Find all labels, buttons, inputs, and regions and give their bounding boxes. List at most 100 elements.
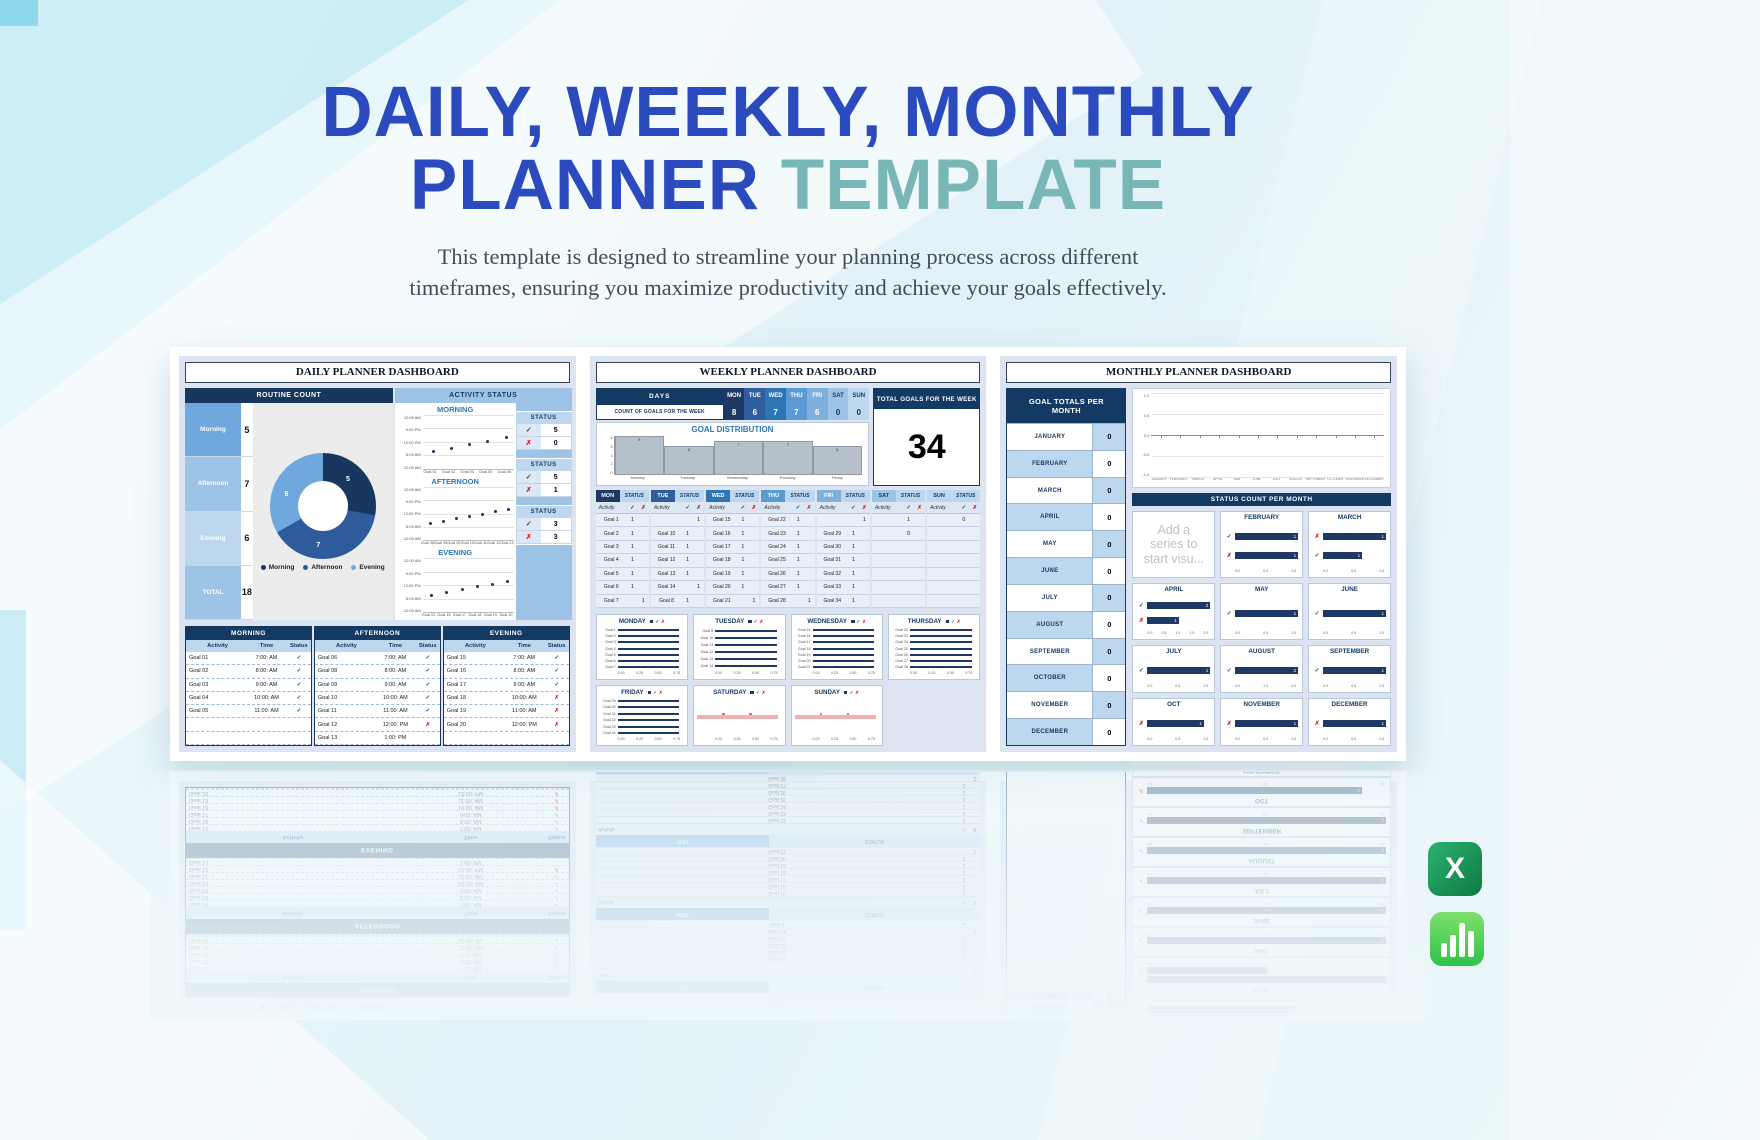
month-chart-title: MAY (1254, 586, 1269, 594)
goal-label: Goal 33 (823, 584, 841, 591)
x-tick: Goal 01 (423, 469, 437, 474)
legend-square-icon (647, 690, 652, 695)
subtitle: This template is designed to streamline … (170, 242, 1406, 303)
status-bar: 1 (1235, 551, 1299, 559)
tick: 0.0 (1147, 684, 1153, 689)
dist-value: 6 (836, 447, 839, 452)
status-label: STATUS (730, 490, 760, 502)
month-label: APRIL (1007, 504, 1093, 531)
legend-square-icon (750, 690, 754, 695)
day-chart-ticks: 0.00 0.25 0.50 0.75 (795, 671, 879, 677)
goal-row: Goal 34 1 (816, 594, 870, 608)
tick: 1.0 (1263, 684, 1269, 689)
status-cross-row: ✗ 3 (515, 531, 572, 544)
month-tick (1161, 435, 1163, 438)
activity-cell: Goal 04 (189, 694, 209, 701)
tick: 0.0 (1235, 737, 1241, 741)
time-cell: 8:00: AM (384, 668, 407, 675)
status-bar: 1 (1323, 609, 1387, 617)
subtitle-line2: timeframes, ensuring you maximize produc… (409, 274, 1167, 300)
month-chart-march: MARCH ✗ 1 ✓ 1 0.0 0.5 1.0 (1308, 511, 1392, 579)
check-icon: ✓ (516, 471, 541, 483)
x-tick: APRIL (1213, 477, 1223, 481)
data-point (445, 590, 449, 594)
tick: 0.5 (1263, 569, 1269, 574)
monthly-panel-title: MONTHLY PLANNER DASHBOARD (1006, 362, 1392, 383)
tick: 0.75 (867, 671, 875, 675)
time-cell: 11:00: AM (512, 708, 537, 715)
status-bar: 1 (1147, 617, 1179, 625)
check-value: 1 (741, 570, 745, 577)
check-icon: ✓ (906, 504, 911, 511)
time-cell: 7:00: AM (513, 655, 536, 662)
time-cell: 10:00: AM (383, 694, 408, 701)
check-count: 5 (553, 473, 558, 481)
cross-icon: ✗ (1314, 534, 1320, 541)
x-tick: Goal 19 (483, 613, 498, 618)
chart-app-icon[interactable] (1430, 912, 1484, 966)
month-tick (1238, 435, 1240, 438)
schedule-row: Goal 03 9:00: AM ✓ (186, 679, 311, 692)
dist-value: 8 (638, 438, 641, 442)
bar-label: Goal 5 (605, 652, 616, 657)
goal-row: Goal 7 1 (595, 594, 649, 608)
status-bar: 1 (1147, 667, 1211, 675)
status-count-header: STATUS COUNT PER MONTH (1132, 493, 1392, 506)
check-value: 1 (630, 557, 634, 564)
bar-value: 1 (1199, 721, 1202, 727)
day-status-column-sun: SUN STATUS Activity ✓ ✗ 0 (927, 490, 981, 608)
day-chart-tuesday: TUESDAY ✓ ✗ Goal 8 Goal 10 Goal 11 Goal 12 Goal… (693, 614, 786, 680)
goal-row: Goal 3 1 (595, 540, 649, 555)
goal-bar (715, 636, 777, 639)
tick: 0.25 (636, 737, 644, 741)
bg-shape (1510, 0, 1760, 1140)
status-cell: ✗ (554, 721, 559, 728)
tick: 1.0 (1175, 631, 1181, 636)
activity-cell: Goal 08 (317, 668, 338, 675)
check-value: 1 (907, 517, 911, 524)
bar-label: Goal 26 (895, 652, 908, 657)
cross-icon: ✗ (1314, 721, 1320, 728)
tick: 2.0 (1291, 684, 1297, 689)
day-header-thu: THU (786, 388, 807, 404)
time-cell: 7:00: AM (255, 655, 278, 662)
status-label: STATUS (895, 490, 926, 502)
activity-charts: MORNING 12:00 AM 6:00 PM 12:00 PM 6:00 AM 12:… (395, 403, 514, 620)
activity-chart-afternoon: AFTERNOON 12:00 AM 6:00 PM 12:00 PM 6:00 AM 1… (397, 477, 514, 549)
activity-cell: Goal 16 (446, 668, 467, 675)
tick: 0.75 (673, 737, 681, 741)
schedule-row (186, 732, 311, 745)
goal-row (871, 540, 926, 555)
goal-bar (812, 641, 875, 644)
tick: 1.0 (1203, 684, 1209, 689)
day-header-mon: MON (723, 388, 745, 404)
time-cell: 9:00: AM (384, 681, 407, 688)
excel-icon[interactable]: X (1428, 842, 1482, 896)
tick: 0.50 (849, 671, 857, 675)
day-chart-ticks: 0.00 0.25 0.50 0.75 (795, 737, 879, 743)
tick: 0.0 (1147, 631, 1153, 636)
month-tick (1180, 435, 1182, 438)
y-tick: 6:00 AM (406, 595, 421, 601)
legend-cross-icon: ✗ (862, 618, 867, 624)
tick: 0.0 (1235, 684, 1241, 689)
goal-bar (617, 628, 680, 631)
monthly-panel: MONTHLY PLANNER DASHBOARD GOAL TOTALS PE… (1000, 356, 1398, 752)
y-tick: 6:00 AM (406, 452, 421, 458)
goal-row: Goal 22 1 (761, 514, 815, 528)
day-chart-legend: ✓ ✗ (647, 690, 663, 696)
bar-value: 1 (1357, 552, 1361, 558)
cross-icon: ✗ (972, 504, 978, 511)
tick: 0.5 (1175, 684, 1181, 689)
status-cell: ✓ (296, 668, 302, 675)
month-total-row: JULY 0 (1007, 583, 1126, 611)
line-y-axis: 1.0 0.5 0.0 -0.5 -1.0 (1135, 393, 1151, 477)
activity-label: Activity (874, 504, 891, 511)
schedule-row: Goal 01 7:00: AM ✓ (186, 652, 311, 666)
day-header-fri: FRI (806, 388, 828, 404)
month-total-row: AUGUST 0 (1007, 610, 1126, 638)
month-chart-oct: OCT ✗ 1 0.0 0.5 1.0 (1132, 698, 1216, 746)
goal-totals-header: GOAL TOTALS PER MONTH (1007, 389, 1126, 423)
goal-totals-table: GOAL TOTALS PER MONTH JANUARY 0 FEBRUARY 0 M… (1006, 388, 1127, 746)
